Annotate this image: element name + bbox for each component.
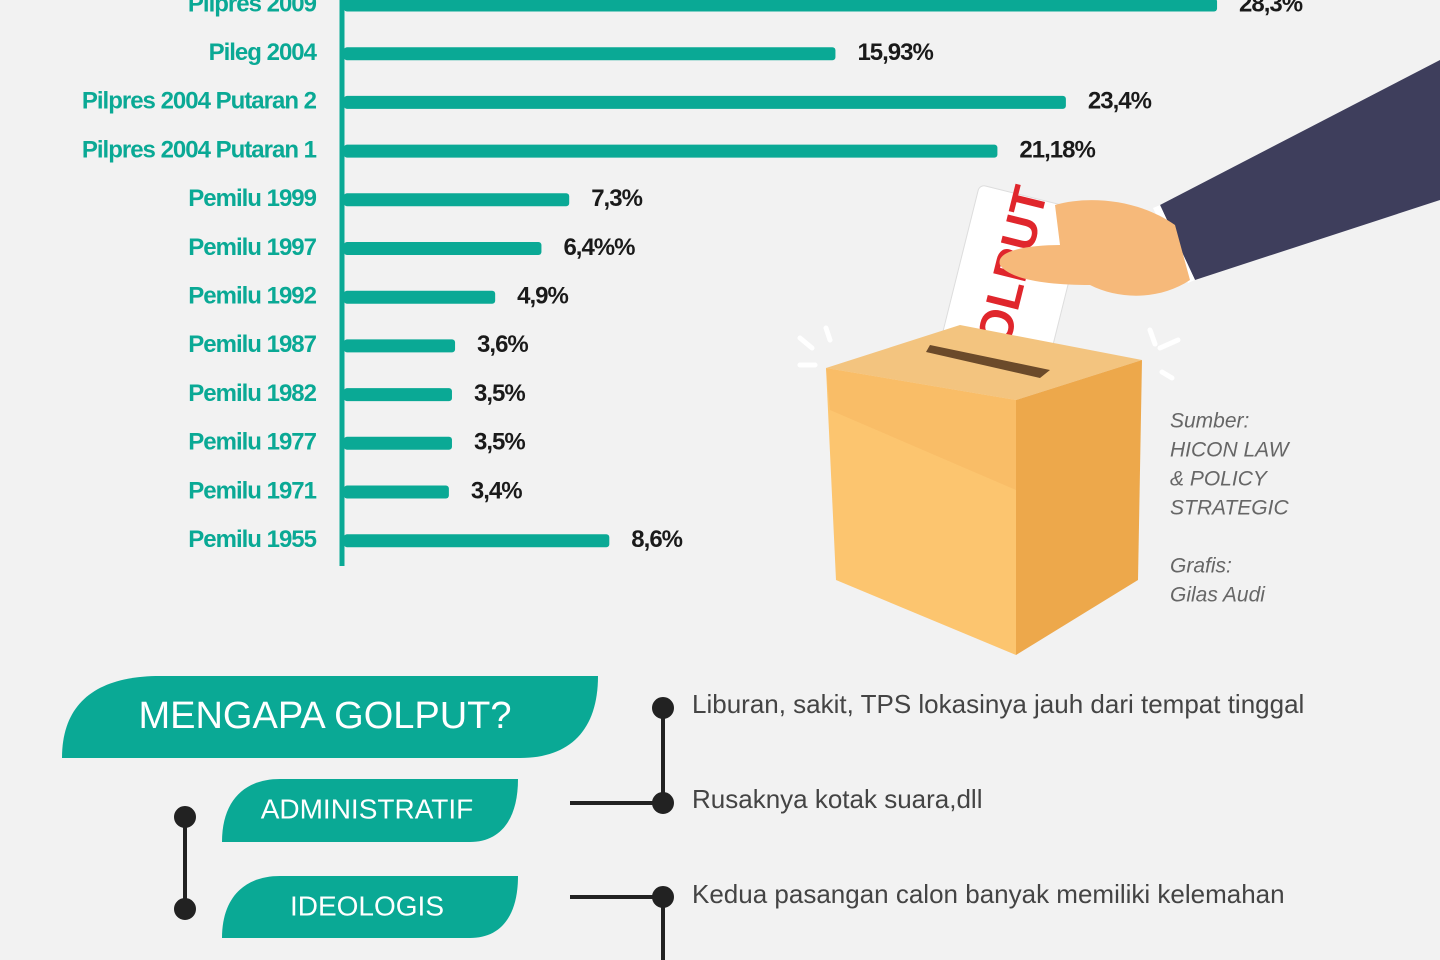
value-label: 21,18% [1019,136,1095,163]
source-text: STRATEGIC [1170,497,1289,520]
value-label: 3,5% [474,380,525,407]
bar [344,534,610,548]
value-label: 4,9% [517,283,568,310]
credit-text: Grafis: [1170,555,1232,578]
sparks [797,325,1181,381]
reason-item: Kedua pasangan calon banyak memiliki kel… [692,879,1285,909]
value-label: 3,5% [474,429,525,456]
box-lid [826,368,1016,490]
category-label: Pemilu 1999 [188,185,316,212]
category-label: Pemilu 1977 [188,429,316,456]
source-text: HICON LAW [1170,439,1291,462]
bar [344,144,998,158]
bar [344,193,570,207]
value-label: 6,4%% [563,234,635,261]
bar [344,388,452,402]
category-label: Pemilu 1987 [188,331,316,358]
group-name: ADMINISTRATIF [261,793,474,824]
value-label: 3,6% [477,331,528,358]
bar [344,242,542,255]
value-label: 3,4% [471,477,522,504]
category-label: Pemilu 1971 [188,477,316,504]
box-side [1016,360,1142,655]
category-label: Pemilu 1997 [188,234,316,261]
category-label: Pilpres 2009 [188,0,317,17]
hand [999,200,1190,296]
bar [344,95,1066,109]
credit-text: Gilas Audi [1170,584,1266,607]
bar [344,47,836,61]
bar [344,339,456,353]
bar [344,436,452,450]
value-label: 28,3% [1239,0,1303,17]
sleeve [1160,60,1440,280]
category-label: Pilpres 2004 Putaran 2 [82,88,317,115]
value-label: 15,93% [857,39,933,66]
reason-item: Rusaknya kotak suara,dll [692,784,982,814]
group-name: IDEOLOGIS [290,890,444,921]
bar [344,485,449,499]
source-text: & POLICY [1170,468,1269,491]
source-text: Sumber: [1170,410,1249,433]
group-pill [222,876,518,938]
category-label: Pemilu 1955 [188,526,316,553]
bar [344,290,496,304]
bar [344,0,1218,12]
box-slot [926,345,1050,378]
value-label: 7,3% [591,185,642,212]
group-pill [222,779,518,842]
title-banner [62,676,598,758]
reason-item: Liburan, sakit, TPS lokasinya jauh dari … [692,689,1304,719]
category-label: Pileg 2004 [209,39,318,66]
category-label: Pemilu 1982 [188,380,316,407]
category-label: Pilpres 2004 Putaran 1 [82,136,317,163]
reasons-title: MENGAPA GOLPUT? [138,695,511,737]
value-label: 8,6% [631,526,682,553]
value-label: 23,4% [1088,88,1152,115]
category-label: Pemilu 1992 [188,283,316,310]
connectors [174,697,674,960]
